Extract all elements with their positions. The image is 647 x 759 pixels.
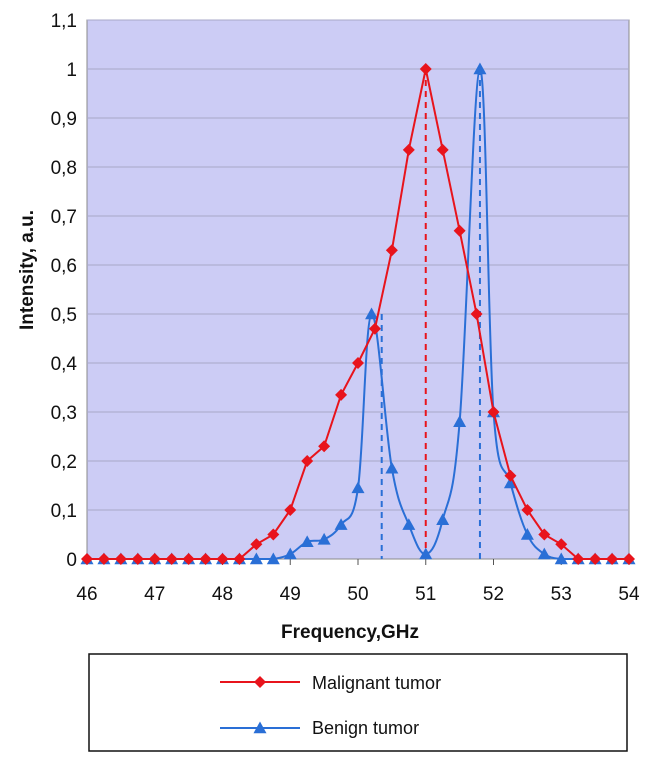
data-point — [453, 224, 466, 237]
data-point — [334, 518, 348, 530]
data-point — [165, 553, 178, 565]
data-point — [365, 307, 379, 320]
data-point — [402, 143, 415, 156]
data-point — [148, 553, 161, 565]
y-tick-label: 0,2 — [51, 452, 77, 473]
y-tick-label: 0,6 — [51, 256, 77, 277]
y-axis-ticks: 0 0,1 0,2 0,3 0,4 0,5 0,6 0,7 0,8 0,9 1 1,1 — [51, 11, 78, 571]
data-point — [538, 528, 551, 541]
data-point — [233, 553, 246, 565]
data-point — [249, 552, 263, 565]
data-point — [521, 504, 534, 516]
y-tick-label: 0,1 — [51, 501, 77, 522]
data-point — [114, 553, 127, 565]
data-point — [385, 244, 398, 257]
legend-items — [220, 676, 300, 734]
data-point — [385, 461, 399, 474]
data-point — [589, 553, 602, 565]
data-point — [182, 553, 195, 565]
data-point — [318, 440, 331, 453]
data-point — [419, 547, 433, 560]
data-point — [436, 513, 450, 525]
data-point — [623, 553, 635, 565]
data-point — [537, 547, 551, 560]
series-malignant-tumor — [81, 63, 635, 565]
x-tick-label: 46 — [76, 584, 97, 605]
data-point — [317, 532, 331, 545]
data-point — [572, 553, 585, 565]
x-axis-ticks: 46 47 48 49 50 51 52 53 54 — [76, 559, 640, 605]
legend-box — [88, 653, 628, 752]
data-point — [368, 322, 381, 335]
y-axis-title: Intensity, a.u. — [17, 210, 38, 330]
data-point — [335, 388, 348, 401]
y-tick-label: 0,8 — [51, 158, 77, 179]
legend-label-malignant: Malignant tumor — [312, 673, 441, 693]
x-tick-label: 53 — [551, 584, 572, 605]
y-tick-label: 0,9 — [51, 109, 77, 130]
x-tick-label: 51 — [415, 584, 436, 605]
data-point — [402, 518, 416, 530]
data-point — [352, 357, 364, 369]
y-tick-label: 1,1 — [51, 11, 77, 32]
grid-lines — [87, 19, 629, 511]
data-point — [284, 504, 297, 516]
x-tick-label: 54 — [618, 584, 640, 605]
data-point — [555, 538, 568, 551]
legend: Malignant tumor Benign tumor — [88, 653, 628, 752]
y-tick-label: 0,3 — [51, 403, 77, 424]
x-tick-label: 50 — [347, 584, 368, 605]
data-point — [267, 528, 280, 541]
data-point — [131, 553, 144, 565]
data-point — [97, 553, 110, 565]
data-point — [216, 553, 229, 565]
data-point — [520, 528, 534, 540]
data-point — [283, 547, 297, 560]
data-point — [81, 553, 93, 565]
data-point — [250, 538, 263, 551]
x-axis-title: Frequency,GHz — [281, 622, 419, 643]
data-point — [503, 476, 517, 489]
data-point — [419, 63, 432, 75]
legend-marker — [254, 676, 266, 688]
data-point — [487, 406, 500, 418]
data-point — [300, 535, 314, 548]
x-tick-label: 52 — [483, 584, 504, 605]
data-point — [199, 553, 212, 565]
y-tick-label: 0,4 — [51, 354, 78, 375]
x-tick-label: 48 — [212, 584, 233, 605]
y-tick-label: 1 — [66, 60, 77, 81]
y-tick-label: 0 — [66, 550, 77, 571]
data-point — [266, 552, 280, 565]
data-point — [301, 455, 314, 467]
data-point — [351, 481, 365, 494]
series-group — [80, 62, 636, 565]
legend-marker — [253, 721, 267, 734]
data-point — [473, 62, 487, 75]
y-tick-label: 0,5 — [51, 305, 77, 326]
plot-area — [86, 19, 630, 560]
data-point — [606, 553, 619, 565]
legend-label-benign: Benign tumor — [312, 718, 419, 738]
data-point — [453, 415, 467, 427]
data-point — [436, 143, 449, 156]
data-point — [470, 308, 483, 320]
data-point — [504, 469, 517, 482]
y-tick-label: 0,7 — [51, 207, 77, 228]
x-tick-label: 49 — [280, 584, 301, 605]
x-tick-label: 47 — [144, 584, 165, 605]
data-point — [554, 552, 568, 565]
